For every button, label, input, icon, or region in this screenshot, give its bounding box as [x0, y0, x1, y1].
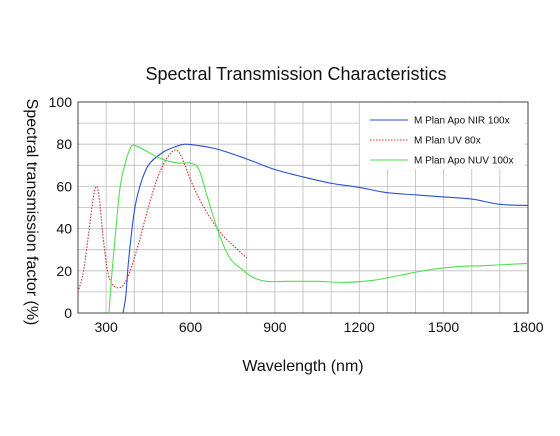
series-line-m-plan-apo-nir-100x: [122, 143, 529, 314]
series-line-m-plan-apo-nuv-100x: [108, 144, 529, 314]
x-tick-labels: 300 600 900 1200 1500 1800: [94, 319, 543, 335]
y-tick-label: 0: [64, 305, 72, 321]
y-tick-label: 60: [56, 178, 72, 194]
x-tick-label: 300: [94, 319, 118, 335]
chart-title: Spectral Transmission Characteristics: [145, 64, 446, 84]
series-line-m-plan-uv-80x: [77, 149, 248, 293]
x-tick-label: 1200: [344, 319, 375, 335]
legend: M Plan Apo NIR 100x M Plan UV 80x M Plan A…: [360, 103, 525, 169]
x-axis-label: Wavelength (nm): [242, 358, 363, 375]
y-tick-label: 80: [56, 136, 72, 152]
legend-box: [360, 103, 525, 169]
y-tick-label: 40: [56, 221, 72, 237]
y-tick-label: 20: [56, 263, 72, 279]
legend-label-m-plan-apo-nir-100x: M Plan Apo NIR 100x: [414, 116, 510, 127]
legend-label-m-plan-uv-80x: M Plan UV 80x: [414, 136, 481, 147]
plot-frame: [77, 101, 529, 314]
series-lines: [77, 143, 529, 314]
x-tick-label: 1800: [512, 319, 543, 335]
y-tick-labels: 0 20 40 60 80 100: [49, 94, 73, 321]
legend-label-m-plan-apo-nuv-100x: M Plan Apo NUV 100x: [414, 156, 514, 167]
x-tick-label: 1500: [428, 319, 459, 335]
x-tick-label: 900: [263, 319, 287, 335]
x-tick-label: 600: [179, 319, 203, 335]
y-tick-label: 100: [49, 94, 73, 110]
y-axis-label: Spectral transmission factor (%): [23, 99, 40, 326]
